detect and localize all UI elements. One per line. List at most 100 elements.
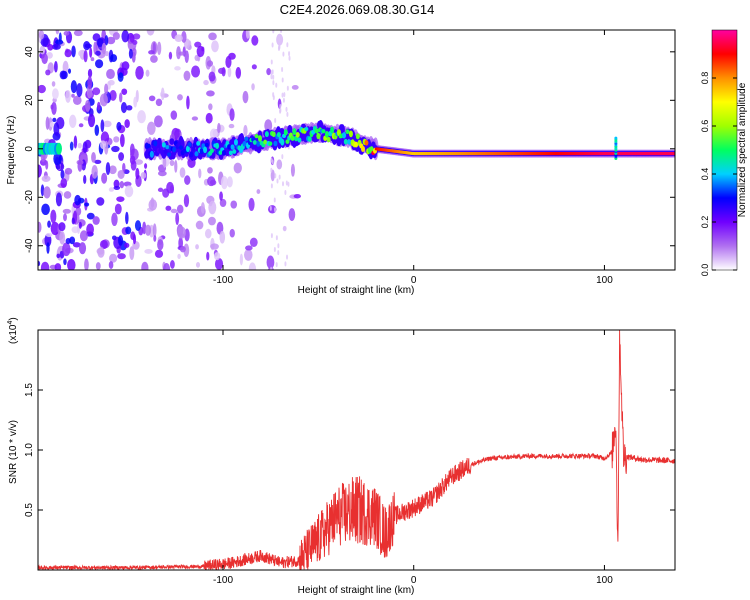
snr-line (38, 330, 675, 570)
noise-blob (183, 70, 191, 81)
noise-blob (72, 95, 82, 106)
noise-blob (214, 252, 221, 261)
noise-blob (150, 55, 158, 63)
noise-blob (239, 253, 243, 266)
noise-blob (270, 266, 273, 270)
signal-core (326, 136, 331, 143)
spectrogram-xtick-label: 100 (596, 275, 613, 286)
signal-core (276, 131, 281, 138)
noise-blob (274, 117, 277, 123)
noise-blob (99, 239, 108, 250)
noise-blob (95, 262, 101, 270)
snr-xtick-label: 100 (596, 575, 613, 586)
noise-blob (137, 110, 146, 124)
colorbar: 0.0 0.2 0.4 0.6 0.8 Normalized spectral ampl… (700, 29, 748, 276)
noise-blob (63, 213, 67, 222)
signal-core (347, 139, 352, 145)
noise-blob (59, 231, 66, 245)
noise-blob (206, 60, 214, 67)
noise-blob (69, 114, 77, 129)
noise-blob (59, 70, 67, 80)
noise-blob (74, 194, 81, 206)
noise-blob (108, 261, 114, 269)
noise-blob (157, 41, 162, 56)
noise-blob (225, 56, 232, 68)
noise-blob (112, 32, 120, 40)
signal-core (321, 129, 326, 134)
noise-blob (99, 93, 108, 107)
noise-blob (91, 165, 98, 179)
noise-blob (245, 245, 253, 251)
signal-core (295, 132, 300, 138)
noise-blob (288, 51, 291, 57)
noise-blob (47, 44, 54, 51)
noise-blob (117, 169, 125, 179)
noise-blob (144, 224, 152, 236)
signal-core (330, 126, 335, 134)
noise-blob (147, 121, 156, 135)
signal-blob (169, 138, 175, 145)
noise-blob (89, 47, 93, 58)
noise-blob (87, 76, 93, 90)
noise-blob (282, 97, 285, 103)
signal-core (194, 151, 199, 157)
noise-blob (51, 101, 57, 115)
noise-blob (82, 141, 88, 154)
noise-blob (251, 64, 257, 70)
spectrogram-xtick-label: -100 (213, 275, 233, 286)
noise-blob (96, 38, 104, 48)
noise-blob (103, 120, 112, 128)
noise-blob (55, 30, 60, 35)
noise-blob (221, 66, 226, 77)
signal-core (167, 152, 172, 157)
colorbar-tick-label: 0.2 (700, 216, 710, 229)
noise-blob (256, 189, 261, 194)
signal-core (221, 149, 226, 156)
noise-blob (86, 223, 94, 236)
noise-blob (170, 208, 178, 214)
noise-blob (129, 34, 135, 43)
noise-blob (168, 51, 173, 60)
signal-core (204, 142, 209, 147)
noise-blob (124, 185, 134, 198)
noise-blob (229, 228, 235, 238)
noise-blob (160, 87, 165, 101)
noise-blob (208, 32, 217, 41)
noise-blob (191, 116, 199, 121)
noise-blob (155, 98, 163, 107)
noise-blob (119, 181, 125, 189)
signal-core (671, 152, 675, 156)
noise-blob (283, 92, 286, 98)
noise-blob (280, 30, 283, 33)
noise-blob (134, 159, 144, 165)
noise-blob (288, 55, 291, 61)
noise-blob (279, 103, 282, 109)
noise-blob (214, 258, 224, 270)
noise-blob (195, 220, 204, 230)
noise-blob (119, 92, 123, 103)
signal-core (242, 140, 247, 147)
noise-blob (272, 74, 275, 80)
noise-blob (53, 122, 60, 136)
signal-core (263, 139, 268, 145)
noise-blob (157, 187, 164, 193)
noise-blob (125, 211, 129, 225)
noise-blob (105, 162, 111, 175)
noise-blob (62, 242, 71, 257)
noise-blob (132, 234, 137, 245)
noise-blob (45, 232, 53, 237)
noise-blob (63, 31, 70, 36)
signal-core (271, 131, 276, 138)
noise-blob (251, 83, 255, 91)
noise-blob (71, 93, 75, 98)
noise-blob (140, 172, 147, 179)
noise-blob (134, 220, 142, 231)
snr-panel: -100 0 100 0.5 1.0 1.5 (x104) SNR (10 * v/v)… (7, 317, 676, 596)
signal-blob (55, 142, 62, 155)
noise-blob (83, 174, 87, 184)
noise-blob (176, 46, 181, 60)
noise-blob (274, 207, 277, 213)
noise-blob (270, 59, 273, 65)
noise-blob (204, 228, 212, 239)
noise-blob (54, 60, 58, 73)
